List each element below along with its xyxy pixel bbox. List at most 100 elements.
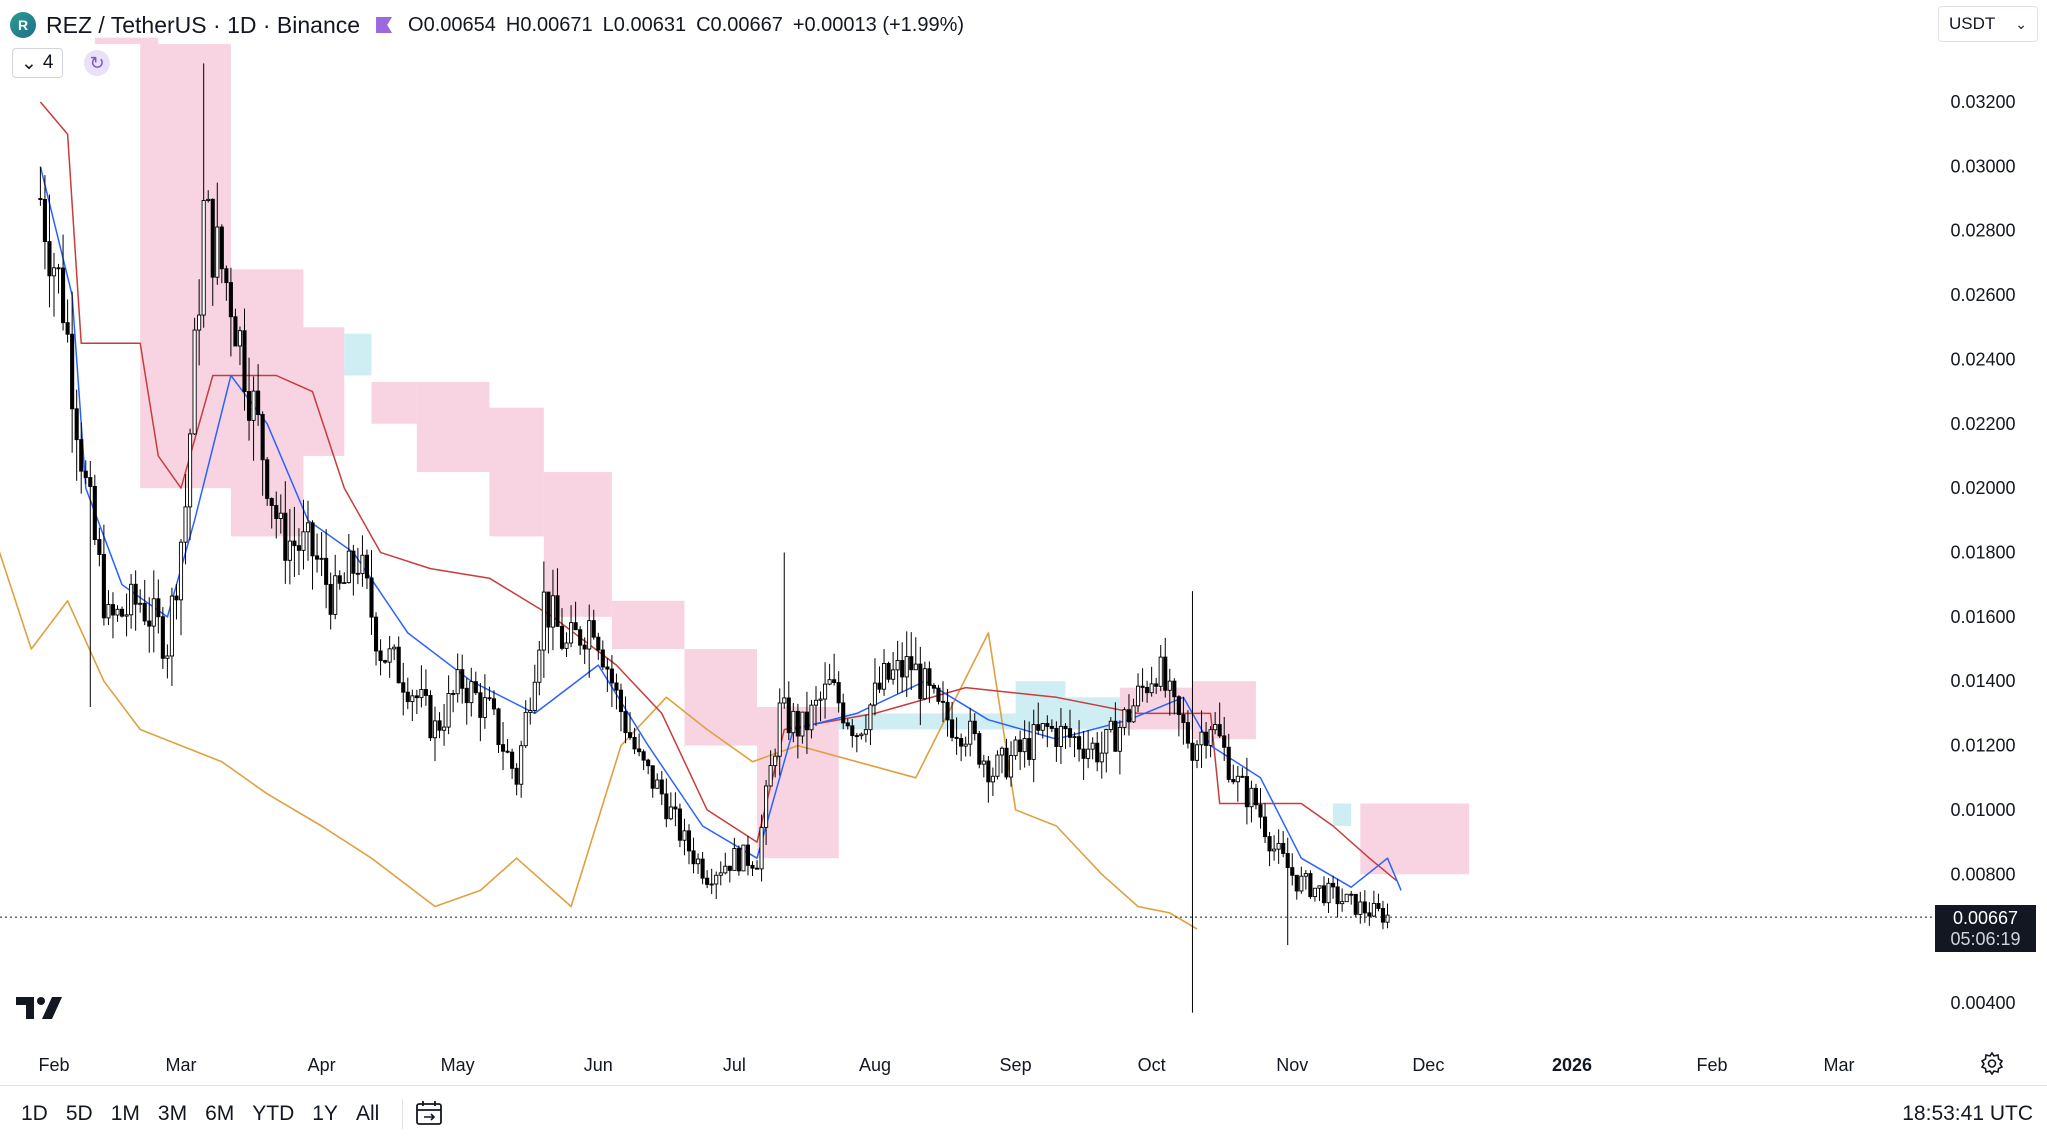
candle-body <box>650 765 655 789</box>
candle-body <box>904 656 909 678</box>
candle-body <box>750 864 755 869</box>
last-price-value: 0.00667 <box>1952 908 2019 929</box>
candle-body <box>1072 736 1077 739</box>
range-1y-button[interactable]: 1Y <box>312 1101 338 1125</box>
candle-body <box>963 743 968 747</box>
candle-body <box>1213 724 1218 731</box>
candle-body <box>1122 709 1127 728</box>
chart-area[interactable]: 0.03200 0.03000 0.02800 0.02600 0.02400 0.022… <box>0 0 2047 1085</box>
candle-body <box>61 267 66 324</box>
date-range-icon[interactable] <box>415 1100 445 1128</box>
ichimoku-cloud-segment <box>684 649 758 746</box>
ichimoku-cloud-segment <box>94 37 159 45</box>
candle-body <box>1190 742 1195 761</box>
candle-body <box>1340 901 1345 905</box>
high-value: H0.00671 <box>505 13 593 36</box>
x-axis-tick-label: Dec <box>1412 1055 1444 1075</box>
candle-body <box>1104 729 1109 754</box>
candle-body <box>274 505 279 519</box>
y-axis-tick-label: 0.01200 <box>1950 736 2015 756</box>
candle-body <box>74 408 79 441</box>
candle-body <box>1058 725 1063 747</box>
candle-body <box>410 695 415 703</box>
y-axis-tick-label: 0.02000 <box>1950 478 2015 498</box>
candle-body <box>1027 738 1032 760</box>
candle-body <box>578 629 583 646</box>
currency-select[interactable]: USDT ⌄ <box>1938 6 2038 42</box>
candle-body <box>573 622 578 631</box>
range-3m-button[interactable]: 3M <box>157 1101 188 1125</box>
candle-body <box>1199 731 1204 746</box>
candle-body <box>296 545 301 551</box>
range-ytd-button[interactable]: YTD <box>252 1101 295 1125</box>
candle-body <box>1140 685 1145 688</box>
candle-body <box>405 691 410 703</box>
candle-body <box>42 198 47 243</box>
candle-body <box>764 785 769 828</box>
candle-body <box>65 322 70 335</box>
candle-body <box>56 267 61 270</box>
price-chart[interactable]: 0.03200 0.03000 0.02800 0.02600 0.02400 0.022… <box>0 0 2047 1085</box>
candle-body <box>38 198 43 200</box>
candle-body <box>442 726 447 731</box>
candle-body <box>582 644 587 650</box>
candle-body <box>909 656 914 671</box>
y-axis-tick-label: 0.02400 <box>1950 349 2015 369</box>
candle-body <box>1108 720 1113 731</box>
tradingview-logo-icon[interactable] <box>16 995 62 1021</box>
range-all-button[interactable]: All <box>355 1101 380 1125</box>
open-value: O0.00654 <box>408 13 496 36</box>
candle-body <box>637 748 642 753</box>
candle-body <box>92 485 97 540</box>
candle-body <box>228 282 233 318</box>
candle-body <box>1326 882 1331 904</box>
ichimoku-cloud-segment <box>344 333 372 376</box>
candle-body <box>1290 867 1295 876</box>
candle-body <box>1036 724 1041 731</box>
flag-icon[interactable] <box>376 17 393 33</box>
low-value: L0.00631 <box>602 13 687 36</box>
candle-body <box>265 459 270 499</box>
candle-body <box>387 648 392 663</box>
candle-body <box>428 695 433 739</box>
candle-body <box>818 698 823 701</box>
indicators-toggle-button[interactable]: ⌄ 4 <box>12 48 63 78</box>
candle-body <box>138 602 143 605</box>
candle-body <box>1113 720 1118 752</box>
candle-body <box>1349 893 1354 896</box>
candle-body <box>383 660 388 663</box>
range-6m-button[interactable]: 6M <box>205 1101 235 1125</box>
candle-body <box>1267 836 1272 852</box>
candle-body <box>373 616 379 652</box>
range-1m-button[interactable]: 1M <box>110 1101 140 1125</box>
candle-body <box>972 720 977 735</box>
candle-body <box>192 329 197 435</box>
y-axis-tick-label: 0.00800 <box>1950 864 2015 884</box>
candle-body <box>1376 902 1381 909</box>
refresh-icon[interactable]: ↻ <box>84 50 110 76</box>
candle-body <box>355 572 360 575</box>
candle-body <box>1235 775 1240 783</box>
candle-body <box>1367 912 1372 917</box>
candle-body <box>1276 842 1281 850</box>
candle-body <box>510 751 515 769</box>
candle-body <box>1154 683 1159 687</box>
gear-icon[interactable] <box>1980 1051 2004 1075</box>
candle-body <box>183 506 188 543</box>
indicator-count: 4 <box>42 52 54 73</box>
candle-body <box>1013 739 1018 757</box>
range-1d-button[interactable]: 1D <box>21 1101 48 1125</box>
symbol-title[interactable]: REZ / TetherUS · 1D · Binance <box>46 11 361 38</box>
last-price-label: 0.00667 05:06:19 <box>1935 905 2036 953</box>
candle-body <box>705 877 710 885</box>
candle-body <box>1208 729 1213 746</box>
candle-body <box>609 668 614 684</box>
candle-body <box>623 711 628 734</box>
range-5d-button[interactable]: 5D <box>65 1101 93 1125</box>
candle-body <box>496 708 501 746</box>
change-value: +0.00013 (+1.99%) <box>792 13 965 36</box>
utc-clock[interactable]: 18:53:41 UTC <box>1902 1101 2033 1125</box>
candle-body <box>1226 746 1231 780</box>
candle-body <box>1204 731 1209 746</box>
candle-body <box>854 735 859 738</box>
